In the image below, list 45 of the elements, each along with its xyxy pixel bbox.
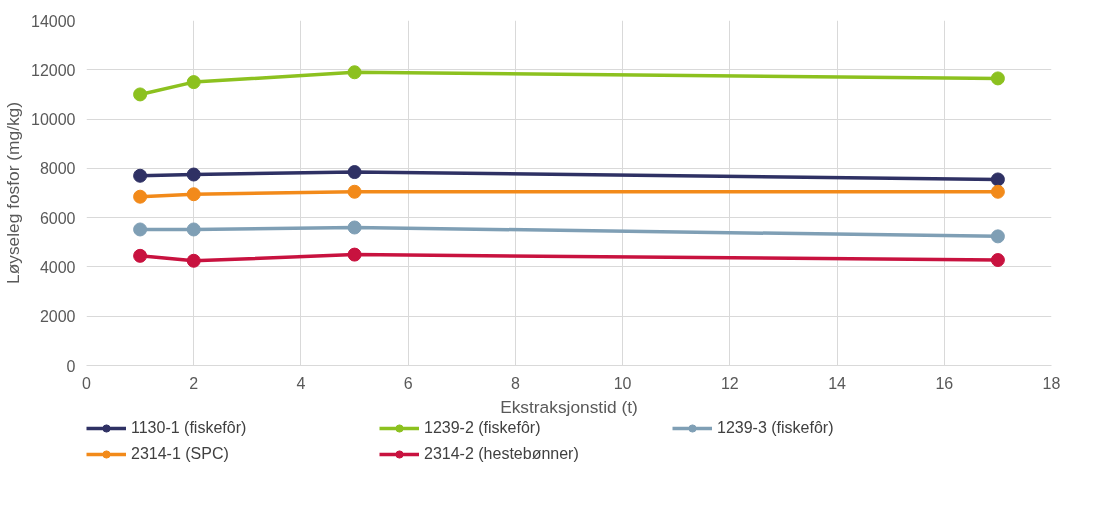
x-tick-label: 12: [720, 374, 739, 392]
y-tick-label: 14000: [31, 12, 76, 30]
y-axis-title: Løyseleg fosfor (mg/kg): [3, 101, 24, 284]
y-tick-label: 12000: [31, 61, 76, 79]
x-tick-label: 6: [403, 374, 413, 392]
point: [347, 220, 362, 235]
x-tick-label: 10: [613, 374, 632, 392]
point: [133, 248, 148, 263]
point: [133, 222, 148, 237]
point: [347, 247, 362, 262]
point: [133, 189, 148, 204]
point: [990, 71, 1005, 86]
y-tick-label: 4000: [39, 258, 76, 276]
legend-label: 2314-1 (SPC): [131, 445, 230, 463]
point: [347, 165, 362, 180]
point: [186, 253, 201, 268]
y-tick-label: 2000: [39, 308, 76, 326]
x-axis-title: Ekstraksjonstid (t): [500, 396, 638, 417]
point: [133, 87, 148, 102]
y-tick-label: 10000: [31, 111, 76, 129]
point: [990, 184, 1005, 199]
legend-label: 1239-2 (fiskefôr): [424, 419, 542, 437]
point: [990, 253, 1005, 268]
x-tick-label: 18: [1042, 374, 1061, 392]
x-tick-label: 8: [510, 374, 520, 392]
legend-label: 1239-3 (fiskefôr): [717, 419, 835, 437]
point: [990, 172, 1005, 187]
y-tick-label: 0: [66, 357, 76, 375]
y-tick-label: 6000: [39, 209, 76, 227]
point: [186, 75, 201, 90]
point: [347, 184, 362, 199]
point: [133, 168, 148, 183]
x-tick-label: 14: [828, 374, 847, 392]
x-tick-label: 16: [935, 374, 954, 392]
y-tick-label: 8000: [39, 160, 76, 178]
point: [186, 187, 201, 202]
point: [347, 65, 362, 80]
x-tick-label: 2: [189, 374, 199, 392]
point: [186, 222, 201, 237]
x-tick-label: 0: [82, 374, 92, 392]
x-tick-label: 4: [296, 374, 306, 392]
legend-label: 1130-1 (fiskefôr): [131, 419, 248, 437]
point: [186, 167, 201, 182]
point: [990, 229, 1005, 244]
legend-label: 2314-2 (hestebønner): [424, 445, 580, 463]
